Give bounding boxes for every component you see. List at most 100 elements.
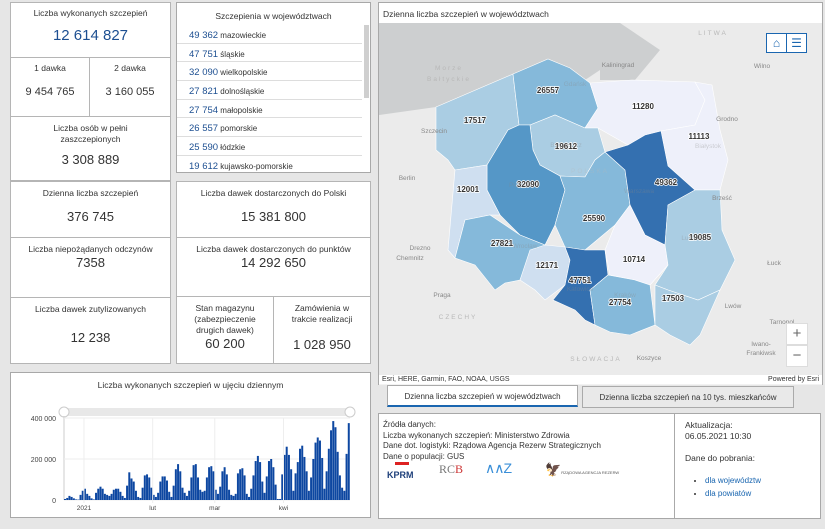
region-value-label: 32090 [517,180,540,189]
region-list-item[interactable]: 49 362 mazowieckie [177,25,362,44]
map-place-label: Warszawa [624,188,654,195]
region-śląskie[interactable] [552,246,609,326]
region-count: 32 090 [189,67,219,79]
list-scrollbar[interactable] [364,25,369,98]
range-slider-handle-right[interactable] [344,406,356,418]
map-place-label: POLSKA [571,168,609,175]
chart-bar [248,496,251,500]
region-value-label: 11113 [689,132,710,141]
chart-bar [239,469,242,500]
chart-bar [150,487,153,500]
chart-bar [236,473,239,500]
map-place-label: Bałtyckie [427,76,471,83]
chart-bar [128,472,131,500]
daily-label: Dzienna liczba szczepień [42,188,139,198]
chart-bar [88,495,91,500]
utilized-value: 12 238 [70,330,111,345]
map-place-label: Frankiwsk [746,350,776,357]
chart-bar [197,477,200,500]
map-place-label: Szczecin [421,128,447,135]
region-list-item[interactable]: 26 557 pomorskie [177,118,362,138]
region-name: kujawsko-pomorskie [220,161,293,171]
map-place-label: Białystok [695,143,722,150]
region-value-label: 47751 [569,276,592,285]
region-value-label: 17503 [662,294,685,303]
region-list-item[interactable]: 27 754 małopolskie [177,100,362,119]
region-świętokrzyskie[interactable] [604,204,669,286]
chart-bar [70,496,73,500]
chart-bar [285,446,288,500]
delivered-poland-label: Liczba dawek dostarczonych do Polski [200,188,347,198]
chart-bar [312,459,315,500]
sources-divider [674,414,675,518]
map-place-label: Bydgoszcz [550,142,581,149]
chart-bar [274,484,277,500]
map-place-label: Kaliningrad [602,62,635,69]
x-tick-label: kwi [279,505,288,512]
region-name: śląskie [220,49,245,59]
chart-bar [305,471,308,500]
map-home-button[interactable]: ⌂ [766,33,787,53]
region-name: wielkopolskie [220,68,268,78]
region-name: dolnośląskie [220,87,265,97]
zoom-in-button[interactable]: + [786,323,808,345]
chart-bar [241,468,244,500]
chart-bar [214,489,217,500]
map-place-label: Morze [435,65,463,72]
map-legend-button[interactable]: ☰ [786,33,807,53]
delivered-poland-value: 15 381 800 [240,209,307,224]
tab-daily-per-10k[interactable]: Dzienna liczba szczepień na 10 tys. mies… [582,386,794,408]
zoom-out-button[interactable]: − [786,345,808,367]
chart-bar [261,481,264,500]
region-list-item[interactable]: 32 090 wielkopolskie [177,62,362,82]
region-value-label: 12001 [457,185,480,194]
chart-bar [201,491,204,500]
download-regions-link[interactable]: dla województw [705,476,762,485]
rars-logo: 🦅RZĄDOWA AGENCJA REZERW [545,462,620,477]
map-place-label: Wilno [754,63,771,70]
orders-card: Zamówienia w trakcie realizacji 1 028 95… [273,296,371,364]
chart-bar [168,491,171,500]
region-name: pomorskie [220,124,258,134]
chart-bar [192,465,195,500]
chart-bar [265,476,268,500]
region-list-item[interactable]: 19 612 kujawsko-pomorskie [177,156,362,172]
chart-bar [272,467,275,500]
map-place-label: Praga [433,292,451,299]
powered-by-esri[interactable]: Powered by Esri [768,376,819,383]
range-slider-handle-left[interactable] [58,406,70,418]
chart-bar [267,461,270,500]
region-małopolskie[interactable] [589,274,656,336]
kprm-logo: KPRM [387,462,414,480]
region-list-item[interactable]: 27 821 dolnośląskie [177,81,362,100]
delivered-points-label: Liczba dawek dostarczonych do punktów [196,244,351,254]
source-line: Liczba wykonanych szczepień: Ministerstw… [383,430,570,440]
chart-bar [330,430,333,500]
region-podkarpackie[interactable] [654,284,721,346]
map-place-label: SŁOWACJA [570,356,622,363]
chart-bar [119,491,122,500]
chart-bar [252,475,255,500]
region-name: łódzkie [220,143,246,153]
chart-bar [161,476,164,500]
chart-bar [72,498,75,500]
chart-bar [157,492,160,500]
stock-label: Stan magazynu (zabezpieczenie drugich da… [194,303,256,335]
chart-bar [327,448,330,500]
chart-bar [205,477,208,500]
map-place-label: Łuck [767,260,781,267]
tab-daily-by-region[interactable]: Dzienna liczba szczepień w województwach [387,385,578,407]
chart-bar [316,437,319,500]
map-canvas[interactable]: 17517 26557 11280 11113 19612 32090 12001 27821… [379,23,822,375]
delivered-points-card: Liczba dawek dostarczonych do punktów 14… [176,237,371,297]
y-tick-label: 200 000 [31,457,56,464]
download-counties-link[interactable]: dla powiatów [705,489,752,498]
region-list-item[interactable]: 25 590 łódzkie [177,137,362,156]
chart-bar [130,478,133,500]
stock-card: Stan magazynu (zabezpieczenie drugich da… [176,296,274,364]
region-list-item[interactable]: 47 751 śląskie [177,44,362,63]
chart-bar [126,485,129,500]
regions-list-panel: Szczepienia w województwach 49 362 mazow… [176,2,371,173]
dose1-card: 1 dawka 9 454 765 [10,57,90,117]
adverse-label: Liczba niepożądanych odczynów [28,244,153,254]
